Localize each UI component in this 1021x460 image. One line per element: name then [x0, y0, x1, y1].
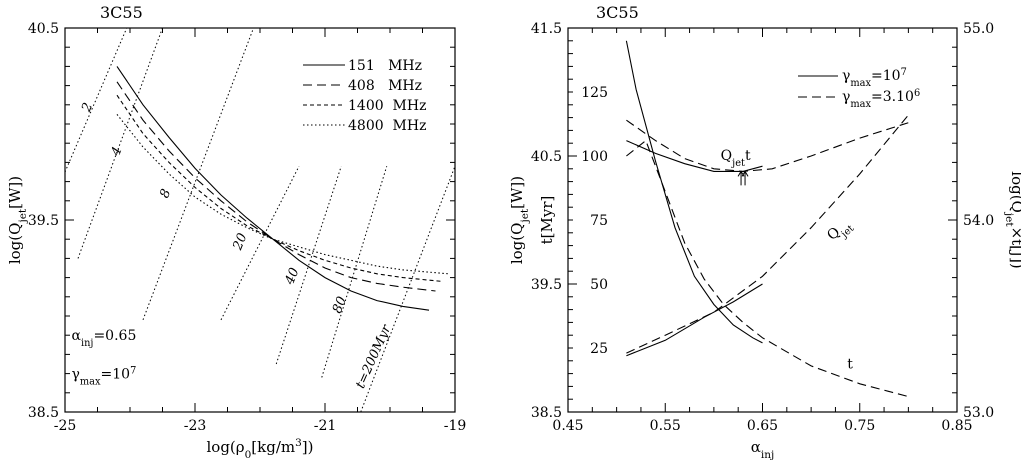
alpha-inj-annotation: αinj=0.65	[72, 328, 137, 349]
minimum-marker-arrowhead	[741, 170, 749, 177]
right-chart-title: 3C55	[596, 3, 639, 22]
right-series	[625, 40, 909, 398]
legend-label: 151 MHz	[348, 58, 422, 74]
age-line-label: 2	[79, 101, 96, 115]
legend-label: γmax=3.106	[842, 88, 920, 110]
curve-label-qjet: Qjet	[824, 216, 856, 248]
right-side-y-axis-label: log(Qjet×t[J])	[1003, 171, 1021, 268]
age-line-label: t=200Myr	[353, 322, 395, 391]
age-line-label: 20	[230, 231, 250, 253]
time-axis-label: t[Myr]	[538, 196, 556, 245]
right-panel: 0.45 0.55 0.65 0.75 0.85 38.5 39.5 40.5 41.5 25 50…	[508, 3, 1021, 460]
series-line	[116, 94, 443, 282]
curve-label-qjet-t: Qjett	[721, 148, 751, 169]
series-line	[626, 139, 909, 398]
time-tick-label: 25	[590, 341, 608, 357]
age-line	[220, 166, 300, 321]
left-series	[116, 66, 449, 311]
right-side-y-tick-label: 53.0	[963, 405, 994, 421]
series-line	[626, 114, 909, 354]
time-tick-label: 75	[590, 213, 608, 229]
right-x-tick-label: 0.75	[844, 418, 875, 434]
age-line	[321, 166, 388, 378]
left-y-axis-label: log(Qjet[W])	[6, 176, 29, 264]
right-x-tick-label: 0.55	[650, 418, 681, 434]
right-y-tick-label: 40.5	[531, 149, 562, 165]
left-x-tick-label: -21	[314, 418, 337, 434]
right-side-y-tick-label: 54.0	[963, 213, 994, 229]
age-line-label: 40	[282, 266, 302, 288]
left-x-axis-label: log(ρ0[kg/m3])	[206, 437, 313, 460]
left-chart-title: 3C55	[100, 3, 143, 22]
right-x-tick-label: 0.85	[941, 418, 972, 434]
legend-label: 4800 MHz	[348, 118, 426, 134]
left-x-tick-label: -23	[184, 418, 207, 434]
time-tick-label: 50	[590, 277, 608, 293]
age-line-label: 8	[157, 187, 174, 200]
series-line	[626, 119, 909, 172]
age-line	[77, 28, 163, 259]
right-x-tick-label: 0.45	[552, 418, 583, 434]
gamma-max-annotation: γmax=107	[72, 365, 137, 387]
age-line	[360, 166, 455, 412]
age-line-label: 4	[108, 145, 125, 159]
left-x-tick-label: -25	[54, 418, 77, 434]
left-x-tick-label: -19	[444, 418, 467, 434]
left-panel: -25 -23 -21 -19 38.5 39.5 40.5 3C55 log(ρ0[kg/m3…	[6, 3, 466, 460]
age-line	[142, 28, 254, 321]
time-tick-label: 125	[581, 85, 608, 101]
right-plot-frame	[567, 27, 958, 413]
right-side-y-tick-label: 55.0	[963, 21, 994, 37]
left-age-lines	[65, 28, 455, 412]
left-y-tick-label: 40.5	[28, 21, 59, 37]
legend-label: γmax=107	[842, 67, 907, 89]
series-line	[625, 40, 763, 344]
curve-label-t: t	[847, 356, 853, 372]
series-line	[626, 283, 763, 357]
right-x-tick-label: 0.65	[747, 418, 778, 434]
right-y-tick-label: 41.5	[531, 21, 562, 37]
series-line	[626, 140, 763, 172]
age-line-label: 80	[330, 295, 350, 316]
series-line	[116, 66, 430, 311]
series-line	[116, 81, 436, 292]
legend-label: 408 MHz	[348, 78, 422, 94]
right-y-tick-label: 38.5	[531, 405, 562, 421]
right-x-axis-label: αinj	[751, 438, 775, 460]
right-y-axis-label: log(Qjet[W])	[508, 176, 531, 264]
legend-label: 1400 MHz	[348, 98, 426, 114]
left-y-tick-label: 38.5	[28, 405, 59, 421]
right-y-tick-label: 39.5	[531, 277, 562, 293]
left-y-tick-label: 39.5	[28, 213, 59, 229]
age-line	[275, 166, 342, 365]
time-tick-label: 100	[581, 149, 608, 165]
